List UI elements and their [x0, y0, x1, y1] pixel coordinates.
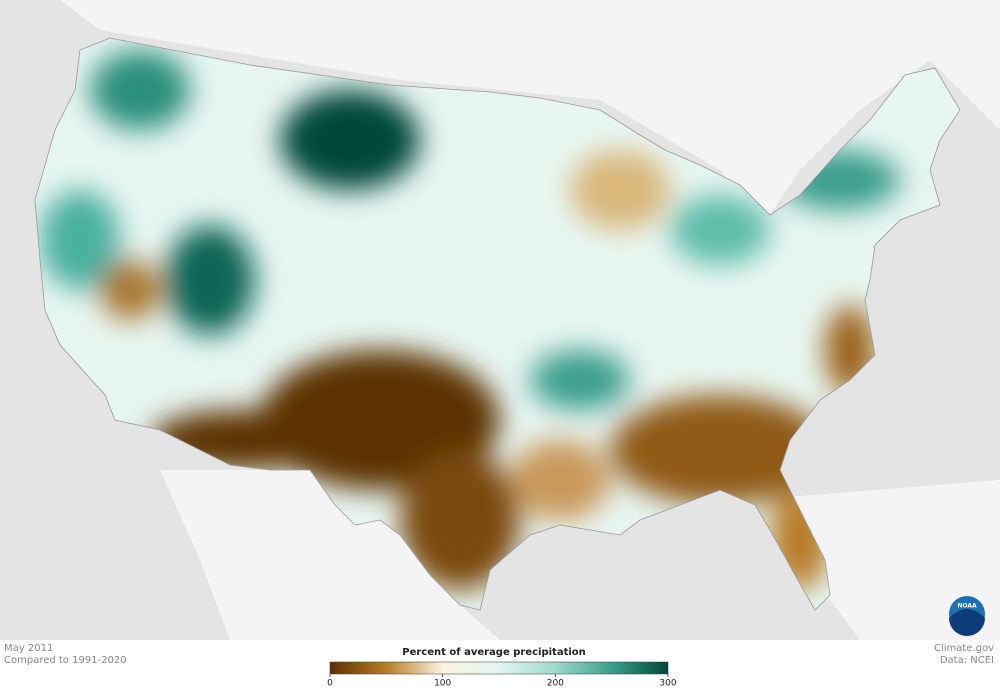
- logo-text: NOAA: [957, 603, 977, 610]
- tick-label: 100: [434, 679, 451, 689]
- canada: [0, 0, 1000, 230]
- colorbar-ticks: 0 100 200 300: [327, 674, 677, 689]
- us-outline: [34, 37, 961, 611]
- tick-label: 300: [659, 679, 676, 689]
- colorbar: [329, 661, 669, 675]
- date: May 2011: [4, 643, 53, 654]
- legend-title: Percent of average precipitation: [402, 647, 586, 658]
- logo-wave: [949, 609, 985, 636]
- mexico: [160, 470, 500, 640]
- tick-label: 0: [327, 679, 333, 689]
- gulf-land: [750, 480, 1000, 640]
- baseline: Compared to 1991-2020: [4, 655, 127, 666]
- anomaly-fields: [40, 50, 900, 590]
- tick-label: 200: [547, 679, 564, 689]
- site: Climate.gov: [934, 643, 994, 654]
- source: Data: NCEI: [940, 655, 994, 666]
